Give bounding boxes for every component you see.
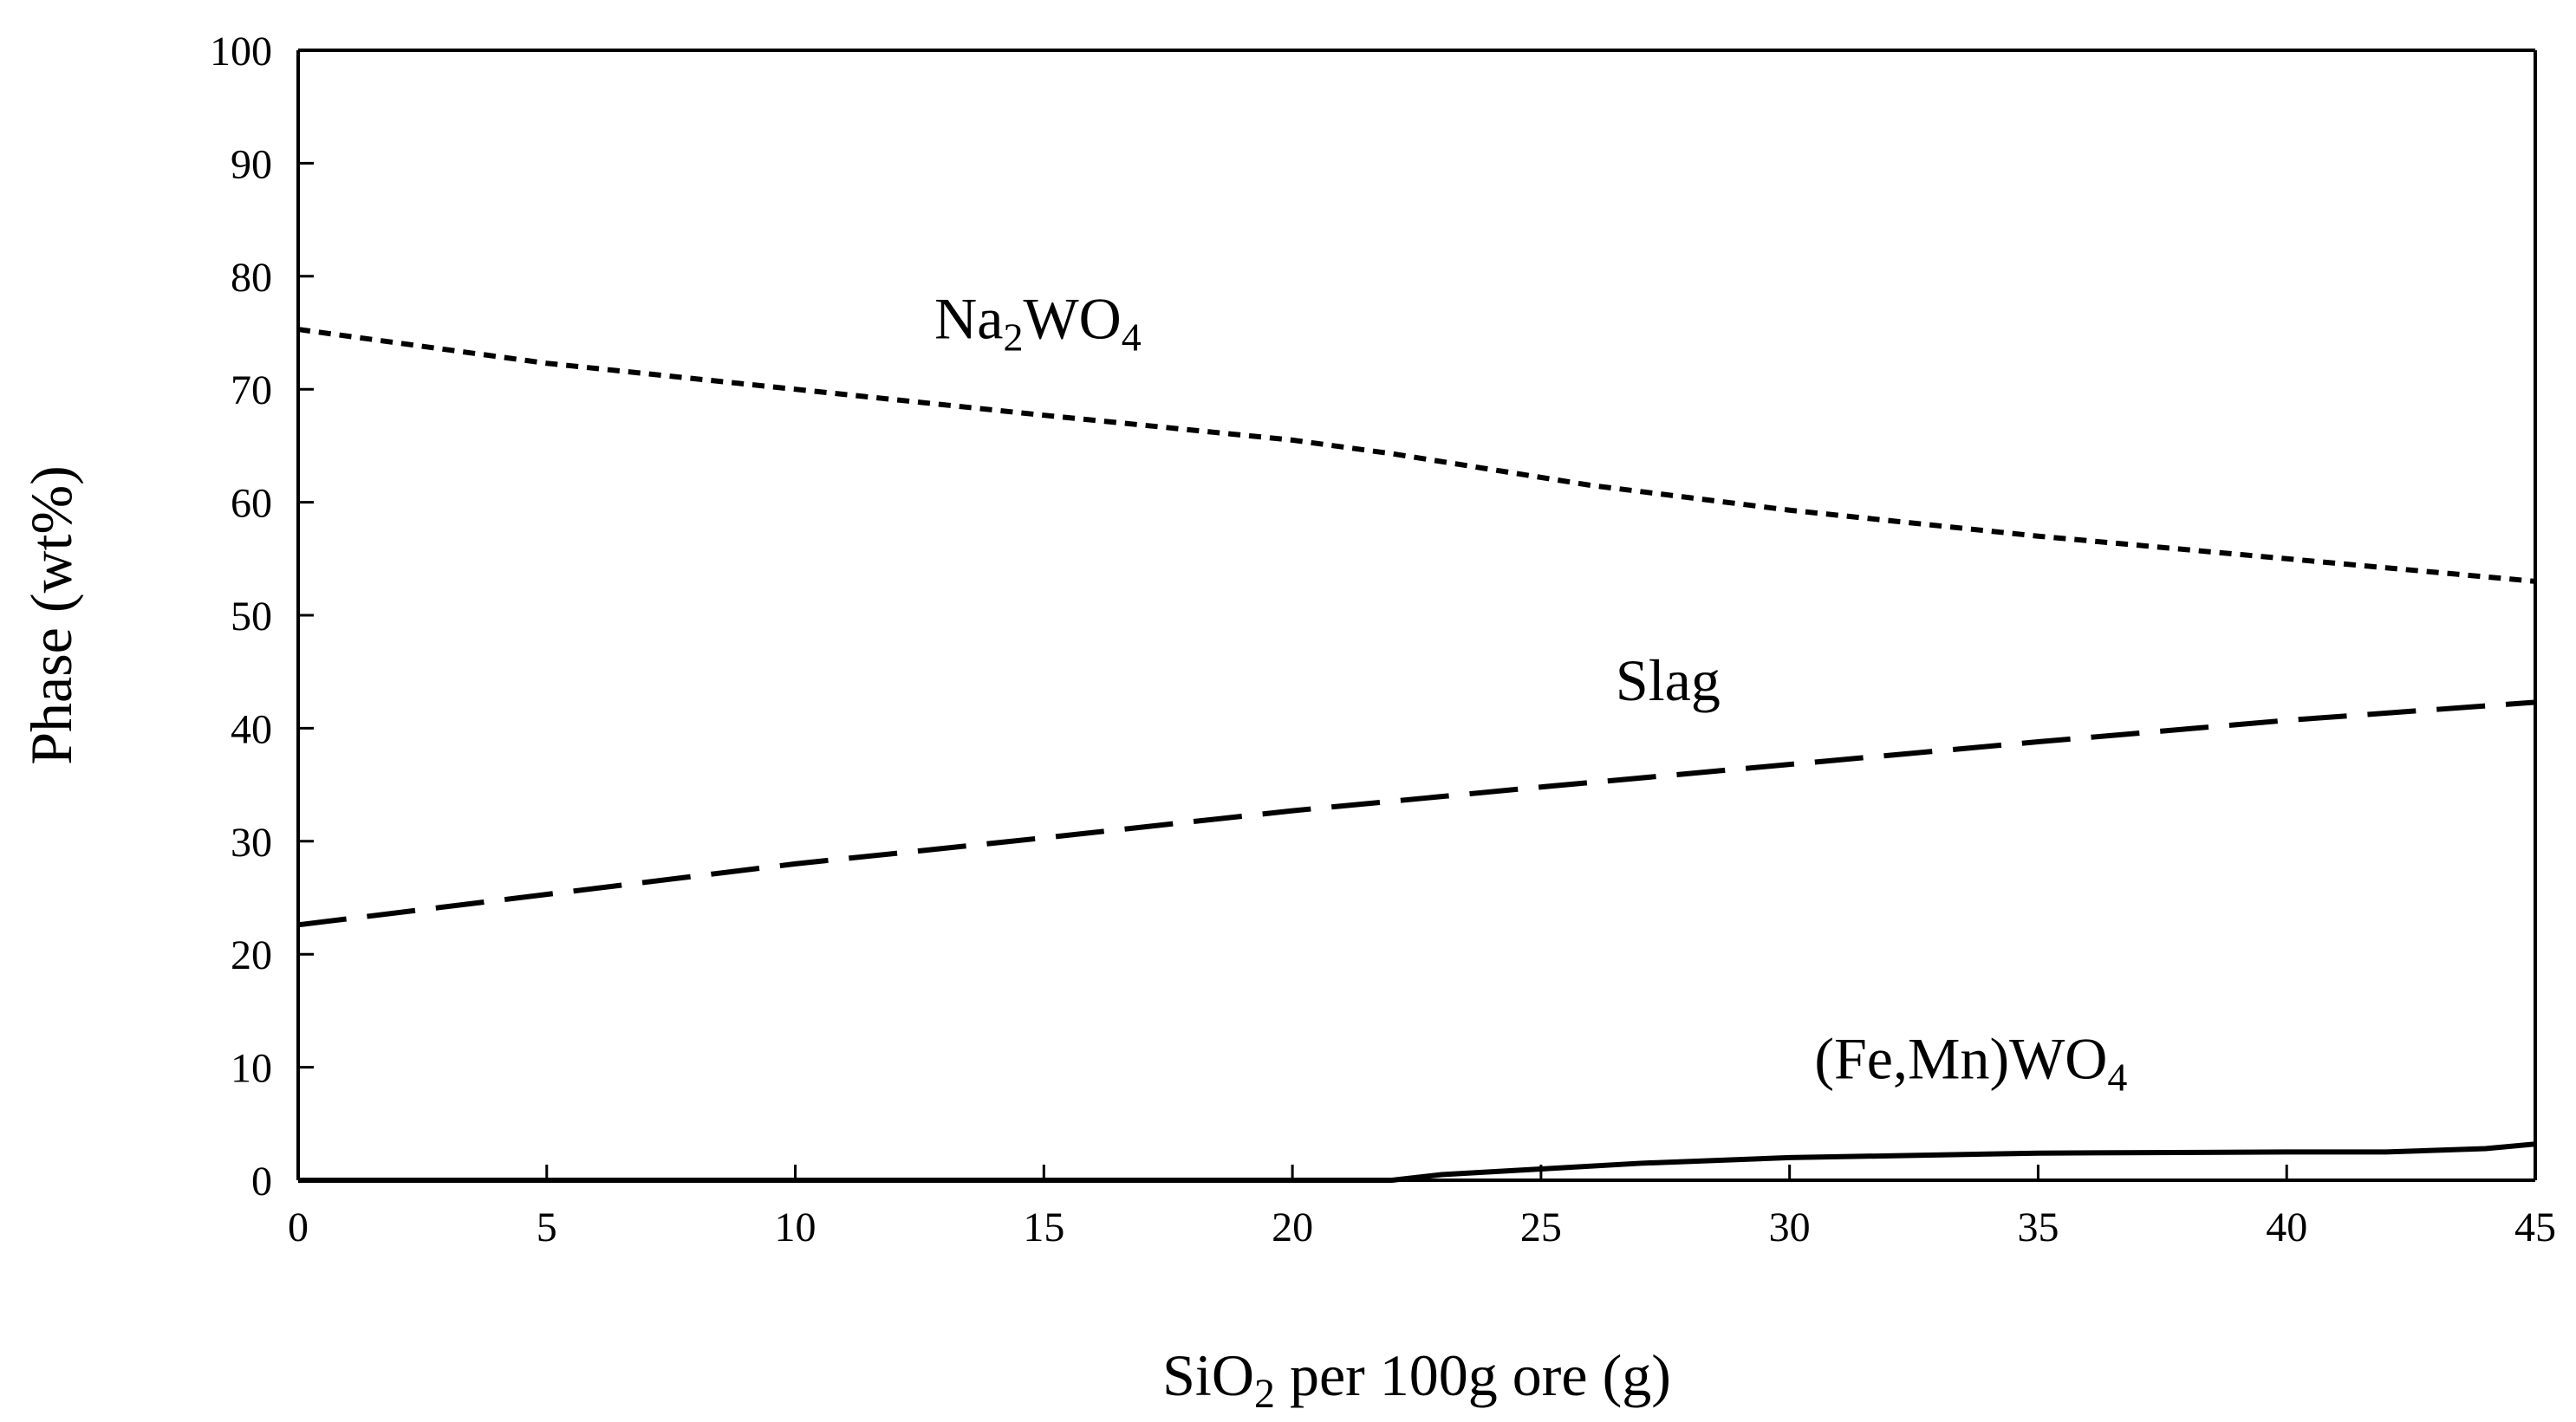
series-line-slag	[297, 699, 2536, 928]
x-ticks: 0 5 10 15 20 25 30 35 40 45	[288, 1165, 2556, 1250]
y-tick-label: 70	[231, 367, 272, 413]
y-tick-label: 30	[231, 820, 272, 866]
y-tick-label: 10	[231, 1046, 272, 1092]
annotation-na2wo4: Na2WO4	[934, 286, 1142, 360]
y-tick-label: 50	[231, 594, 272, 640]
x-tick-label: 45	[2514, 1204, 2556, 1250]
y-tick-label: 20	[231, 932, 272, 978]
y-tick-label: 60	[231, 481, 272, 527]
x-tick-label: 35	[2017, 1204, 2059, 1250]
annotation-slag: Slag	[1616, 647, 1721, 713]
y-ticks: 0 10 20 30 40 50 60 70 80 90 100	[210, 29, 314, 1204]
x-tick-label: 5	[537, 1204, 557, 1250]
series-line-fe-mn-wo4	[298, 1141, 2536, 1183]
y-tick-label: 0	[251, 1159, 272, 1204]
y-tick-label: 80	[231, 255, 272, 301]
x-tick-label: 25	[1520, 1204, 1562, 1250]
annotations: Na2WO4 Slag (Fe,Mn)WO4	[934, 286, 2127, 1100]
series-layer	[297, 327, 2536, 1183]
x-tick-label: 0	[288, 1204, 309, 1250]
x-tick-label: 10	[775, 1204, 816, 1250]
y-tick-label: 40	[231, 706, 272, 752]
annotation-fe-mn-wo4: (Fe,Mn)WO4	[1814, 1026, 2127, 1100]
axes	[296, 49, 2537, 1182]
x-tick-label: 20	[1272, 1204, 1313, 1250]
y-tick-label: 100	[210, 29, 272, 75]
x-axis-title: SiO2 per 100g ore (g)	[1162, 1342, 1671, 1417]
x-tick-label: 40	[2266, 1204, 2307, 1250]
x-tick-label: 30	[1769, 1204, 1811, 1250]
x-tick-label: 15	[1023, 1204, 1064, 1250]
y-tick-label: 90	[231, 141, 272, 187]
y-axis-title: Phase (wt%)	[18, 465, 84, 765]
series-line-na2wo4	[297, 327, 2536, 584]
